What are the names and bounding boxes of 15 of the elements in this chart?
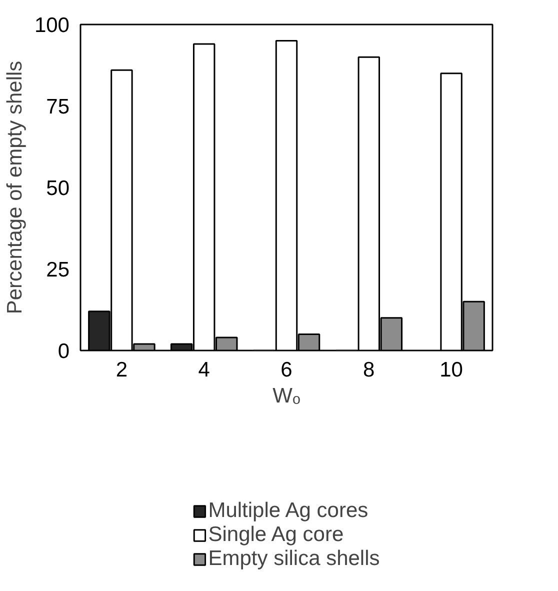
y-tick-label: 0 xyxy=(58,340,70,363)
legend-label: Multiple Ag cores xyxy=(208,498,368,522)
x-tick-label: 8 xyxy=(363,358,375,382)
y-tick-label: 100 xyxy=(34,14,70,37)
y-axis-title: Percentage of empty shells xyxy=(3,60,26,314)
legend-label: Single Ag core xyxy=(208,522,344,546)
y-tick-label: 75 xyxy=(46,96,70,118)
x-tick-label: 2 xyxy=(116,358,128,382)
x-tick-label: 6 xyxy=(280,358,292,382)
y-tick-label: 25 xyxy=(46,258,70,282)
legend-label: Empty silica shells xyxy=(208,546,380,570)
x-tick-label: 10 xyxy=(440,358,463,382)
y-tick-label: 50 xyxy=(46,177,70,200)
x-axis-title: Wₒ xyxy=(272,384,300,408)
x-tick-label: 4 xyxy=(198,358,210,382)
